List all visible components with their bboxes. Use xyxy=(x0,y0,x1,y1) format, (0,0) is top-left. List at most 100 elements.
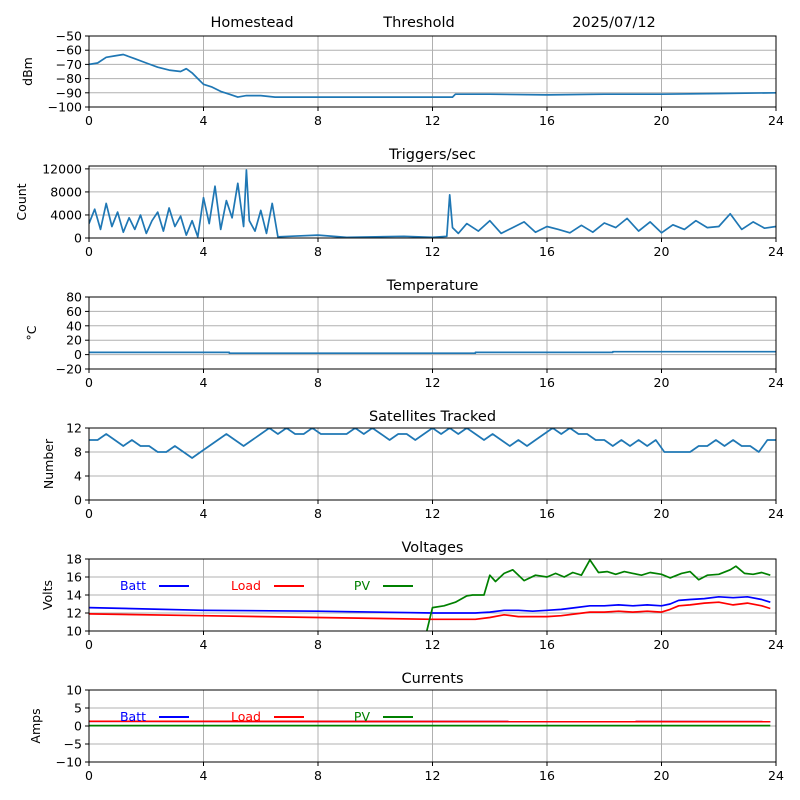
panel-triggers: 0 4 8 12 16 20 24 0 4000 8000 12000 Triggers/sec Cou… xyxy=(14,147,784,259)
header-date: 2025/07/12 xyxy=(572,15,656,31)
y-tick-label: 40 xyxy=(66,318,82,333)
x-tick-label: 12 xyxy=(425,113,441,128)
panel-signal: 0 4 8 12 16 20 24 −100−90−80−70−60−50 dBm xyxy=(20,29,784,129)
x-tick-label: 20 xyxy=(654,244,670,259)
y-tick-label: 80 xyxy=(66,290,82,305)
x-tick-label: 20 xyxy=(654,637,670,652)
y-tick-label: 0 xyxy=(74,347,82,362)
y-tick-label: −100 xyxy=(48,100,82,115)
y-tick-label: −5 xyxy=(64,737,82,752)
x-tick-label: 0 xyxy=(85,506,93,521)
x-tick-label: 4 xyxy=(200,244,208,259)
x-tick-label: 0 xyxy=(85,113,93,128)
x-tick-label: 24 xyxy=(768,637,784,652)
chart-title: Voltages xyxy=(402,540,464,556)
x-tick-label: 16 xyxy=(539,113,555,128)
x-tick-label: 4 xyxy=(200,113,208,128)
x-tick-label: 8 xyxy=(314,768,322,783)
series-line-temperature xyxy=(89,350,776,355)
x-tick-label: 20 xyxy=(654,506,670,521)
y-tick-label: 16 xyxy=(66,570,82,585)
legend-label-pv: PV xyxy=(354,578,371,593)
y-tick-label: −20 xyxy=(56,362,82,377)
y-tick-label: −10 xyxy=(56,755,82,770)
x-tick-label: 20 xyxy=(654,113,670,128)
panel-currents: 0 4 8 12 16 20 24 −10 −5 0 5 10 Currents Amps Batt Load… xyxy=(28,671,784,783)
y-axis-label: Amps xyxy=(28,708,43,743)
y-tick-label: 8 xyxy=(74,445,82,460)
y-axis-label: Volts xyxy=(40,580,55,610)
y-tick-label: 4000 xyxy=(50,207,82,222)
chart-title: Satellites Tracked xyxy=(369,409,496,425)
y-tick-label: 18 xyxy=(66,552,82,567)
series-line-load xyxy=(89,601,771,621)
x-tick-label: 4 xyxy=(200,637,208,652)
x-tick-label: 24 xyxy=(768,506,784,521)
y-tick-label: 10 xyxy=(66,683,82,698)
y-tick-label: 10 xyxy=(66,624,82,639)
legend-label-batt: Batt xyxy=(120,709,146,724)
x-tick-label: 8 xyxy=(314,637,322,652)
x-tick-label: 4 xyxy=(200,768,208,783)
y-axis-label: °C xyxy=(24,325,39,340)
panel-satellites: 0 4 8 12 16 20 24 0 4 8 12 Satellites Tracked Number xyxy=(41,409,784,521)
series-line-pv xyxy=(425,559,771,631)
y-tick-label: 12 xyxy=(66,421,82,436)
y-tick-label: 0 xyxy=(74,719,82,734)
y-axis-label: Number xyxy=(41,438,56,489)
y-tick-label: 0 xyxy=(74,231,82,246)
y-tick-label: 14 xyxy=(66,588,82,603)
x-tick-label: 20 xyxy=(654,768,670,783)
x-tick-label: 24 xyxy=(768,113,784,128)
legend-label-load: Load xyxy=(231,709,261,724)
y-tick-label: 4 xyxy=(74,469,82,484)
chart-title: Triggers/sec xyxy=(388,147,476,163)
x-tick-label: 16 xyxy=(539,244,555,259)
legend-label-batt: Batt xyxy=(120,578,146,593)
header-mode: Threshold xyxy=(382,15,454,31)
series-line-satellites xyxy=(89,428,776,459)
legend-label-load: Load xyxy=(231,578,261,593)
y-tick-label: 60 xyxy=(66,304,82,319)
x-tick-label: 24 xyxy=(768,768,784,783)
x-tick-label: 16 xyxy=(539,768,555,783)
y-tick-label: 12000 xyxy=(42,161,82,176)
y-tick-label: −80 xyxy=(56,71,82,86)
x-tick-label: 0 xyxy=(85,244,93,259)
x-tick-label: 4 xyxy=(200,506,208,521)
x-tick-label: 8 xyxy=(314,244,322,259)
y-tick-label: 8000 xyxy=(50,184,82,199)
x-tick-label: 0 xyxy=(85,768,93,783)
series-line-batt xyxy=(89,595,771,614)
x-tick-label: 12 xyxy=(425,375,441,390)
x-tick-label: 16 xyxy=(539,375,555,390)
y-tick-label: 12 xyxy=(66,606,82,621)
panel-voltages: 0 4 8 12 16 20 24 10 12 14 16 18 Voltages Volts Batt Lo… xyxy=(40,540,784,652)
y-axis-label: dBm xyxy=(20,57,35,86)
x-tick-label: 12 xyxy=(425,244,441,259)
y-tick-label: 20 xyxy=(66,333,82,348)
y-tick-label: −60 xyxy=(56,43,82,58)
y-tick-label: −70 xyxy=(56,57,82,72)
x-tick-label: 12 xyxy=(425,768,441,783)
x-tick-label: 20 xyxy=(654,375,670,390)
legend-label-pv: PV xyxy=(354,709,371,724)
y-tick-label: 5 xyxy=(74,701,82,716)
x-tick-label: 24 xyxy=(768,244,784,259)
x-tick-label: 8 xyxy=(314,375,322,390)
x-tick-label: 24 xyxy=(768,375,784,390)
x-tick-label: 0 xyxy=(85,637,93,652)
y-tick-label: −50 xyxy=(56,29,82,44)
x-tick-label: 0 xyxy=(85,375,93,390)
y-tick-label: 0 xyxy=(74,493,82,508)
series-line-triggers xyxy=(89,169,776,238)
x-tick-label: 12 xyxy=(425,637,441,652)
x-tick-label: 8 xyxy=(314,113,322,128)
y-tick-label: −90 xyxy=(56,85,82,100)
x-tick-label: 8 xyxy=(314,506,322,521)
x-tick-label: 4 xyxy=(200,375,208,390)
chart-title: Currents xyxy=(401,671,463,687)
